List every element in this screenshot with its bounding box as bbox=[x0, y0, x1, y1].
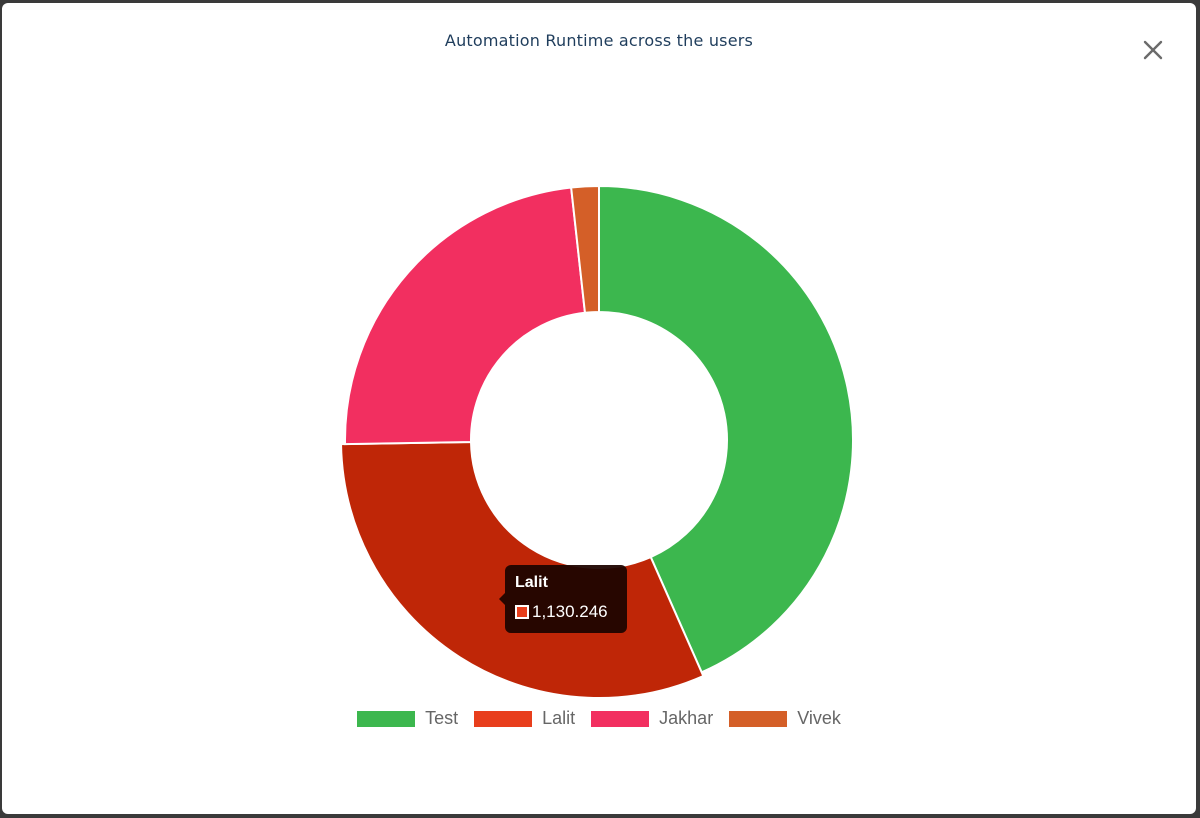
legend-item-vivek[interactable]: Vivek bbox=[729, 708, 841, 729]
close-icon bbox=[1143, 40, 1163, 60]
modal-title: Automation Runtime across the users bbox=[444, 31, 754, 50]
tooltip-row: 1,130.246 bbox=[515, 602, 617, 622]
tooltip-color-swatch bbox=[515, 605, 529, 619]
legend-label: Test bbox=[425, 708, 459, 728]
chart-legend: Test Lalit Jakhar Vivek bbox=[2, 708, 1196, 729]
slice-vivek[interactable] bbox=[570, 184, 600, 314]
chart-tooltip: Lalit 1,130.246 bbox=[499, 565, 627, 633]
legend-item-lalit[interactable]: Lalit bbox=[474, 708, 575, 729]
legend-swatch bbox=[474, 710, 533, 727]
legend-label: Jakhar bbox=[659, 708, 714, 728]
legend-label: Lalit bbox=[542, 708, 576, 728]
tooltip-title: Lalit bbox=[515, 574, 548, 591]
doughnut-chart bbox=[340, 184, 854, 699]
legend-label: Vivek bbox=[797, 708, 841, 728]
legend-swatch bbox=[591, 710, 650, 727]
slice-test[interactable] bbox=[598, 184, 854, 674]
slice-jakhar[interactable] bbox=[344, 186, 587, 446]
legend-swatch bbox=[357, 710, 416, 727]
close-button[interactable] bbox=[1138, 35, 1168, 65]
chart-modal: Automation Runtime across the users Test… bbox=[2, 3, 1196, 814]
legend-item-jakhar[interactable]: Jakhar bbox=[591, 708, 713, 729]
legend-swatch bbox=[729, 710, 788, 727]
tooltip-value: 1,130.246 bbox=[532, 602, 608, 621]
legend-item-test[interactable]: Test bbox=[357, 708, 458, 729]
